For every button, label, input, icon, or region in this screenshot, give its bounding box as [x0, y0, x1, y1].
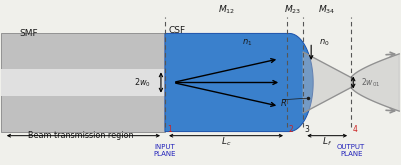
Text: $R$: $R$: [279, 97, 286, 108]
Text: Beam transmission region: Beam transmission region: [28, 131, 133, 140]
Text: $n_1$: $n_1$: [241, 37, 252, 48]
Text: $2w_{01}$: $2w_{01}$: [360, 76, 380, 89]
Text: 1: 1: [166, 125, 171, 134]
Text: 3: 3: [304, 125, 308, 134]
Bar: [1, 69, 164, 96]
Bar: [1, 33, 164, 132]
Text: $M_{34}$: $M_{34}$: [318, 3, 335, 16]
Text: $2w_0$: $2w_0$: [134, 76, 150, 89]
Text: INPUT
PLANE: INPUT PLANE: [153, 144, 176, 157]
Text: SMF: SMF: [19, 29, 38, 38]
Text: $L_f$: $L_f$: [321, 136, 331, 148]
Text: 4: 4: [352, 125, 356, 134]
Text: CSF: CSF: [168, 26, 185, 35]
Text: $M_{12}$: $M_{12}$: [218, 3, 235, 16]
Polygon shape: [350, 54, 398, 111]
Text: $n_0$: $n_0$: [318, 37, 329, 48]
Text: $L_c$: $L_c$: [221, 136, 231, 148]
Polygon shape: [164, 33, 312, 132]
Text: 2: 2: [288, 125, 292, 134]
Text: $M_{23}$: $M_{23}$: [283, 3, 300, 16]
Text: OUTPUT
PLANE: OUTPUT PLANE: [336, 144, 365, 157]
Polygon shape: [302, 52, 350, 113]
